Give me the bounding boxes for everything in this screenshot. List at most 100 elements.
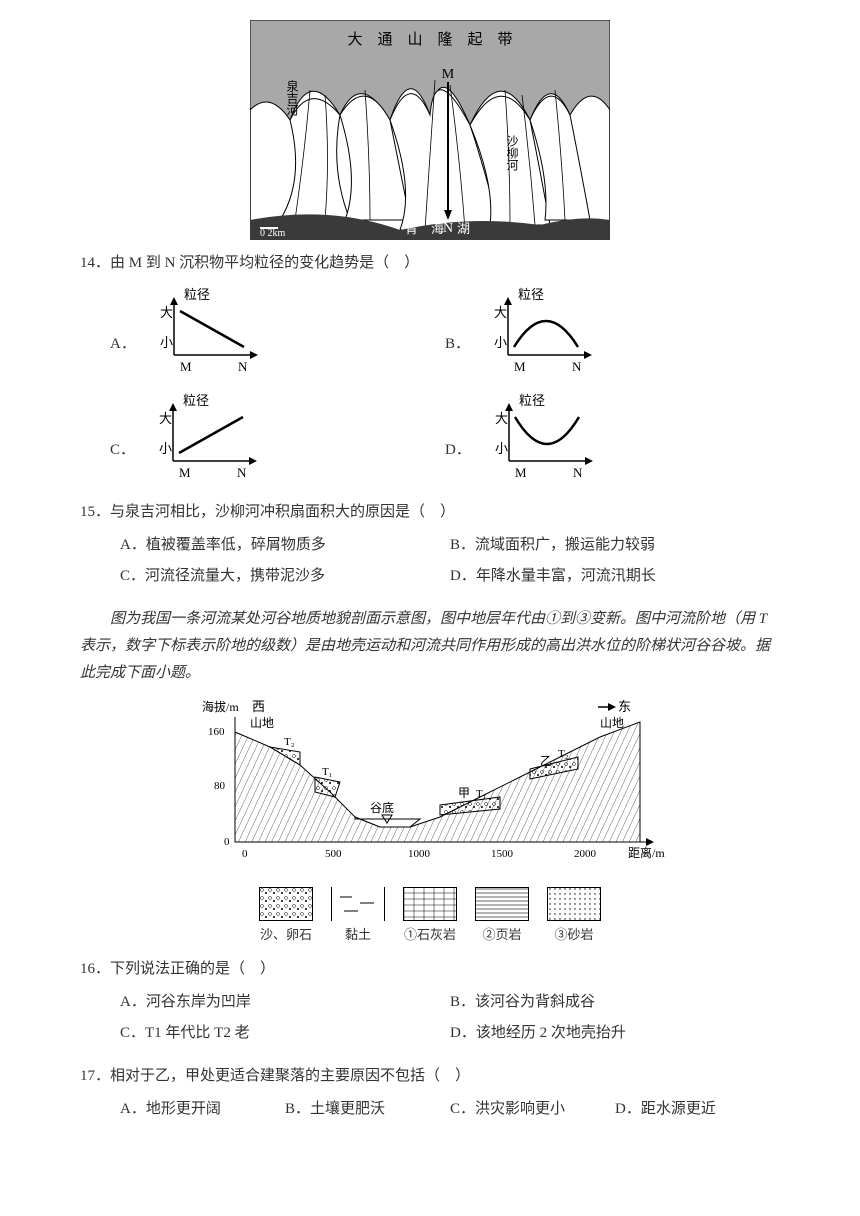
svg-text:T₂: T₂ — [558, 748, 569, 760]
svg-text:160: 160 — [208, 726, 225, 738]
q14-choices-row1: A． 粒径 大 小 M N B． 粒径 大 小 M N — [80, 287, 780, 377]
q14-choice-c[interactable]: C． 粒径 大 小 M N — [110, 393, 445, 483]
chart-b-icon: 粒径 大 小 M N — [480, 287, 600, 377]
q16-choice-b[interactable]: B．该河谷为背斜成谷 — [450, 989, 780, 1016]
svg-text:1500: 1500 — [491, 848, 514, 860]
svg-text:乙: 乙 — [540, 754, 552, 768]
legend-item: 沙、卵石 — [259, 887, 313, 946]
passage-2: 图为我国一条河流某处河谷地质地貌剖面示意图，图中地层年代由①到③变新。图中河流阶… — [80, 606, 780, 687]
svg-text:大: 大 — [160, 305, 173, 320]
legend-item: ②页岩 — [475, 887, 529, 946]
svg-text:N: N — [573, 465, 583, 480]
svg-text:小: 小 — [159, 441, 172, 456]
svg-text:T₁: T₁ — [476, 788, 487, 800]
svg-text:T₁: T₁ — [322, 766, 333, 778]
svg-text:T₂: T₂ — [284, 736, 295, 748]
q16-num: 16． — [80, 961, 110, 977]
q17-choice-b[interactable]: B．土壤更肥沃 — [285, 1096, 450, 1123]
q15-choice-d[interactable]: D．年降水量丰富，河流汛期长 — [450, 563, 780, 590]
svg-text:M: M — [179, 465, 191, 480]
lake-label: 青 海 湖 — [405, 221, 470, 236]
svg-text:M: M — [180, 359, 192, 374]
scale-label: 0 2km — [260, 228, 286, 239]
alluvial-fan-map: 大 通 山 隆 起 带 青 海 湖 M N 泉吉河 沙柳河 0 2km — [250, 20, 610, 240]
point-n: N — [443, 221, 453, 236]
svg-text:山地: 山地 — [250, 716, 274, 730]
svg-text:粒径: 粒径 — [519, 393, 545, 408]
legend-item: ①石灰岩 — [403, 887, 457, 946]
q16-choices: A．河谷东岸为凹岸 B．该河谷为背斜成谷 C．T1 年代比 T2 老 D．该地经… — [80, 989, 780, 1051]
legend-item: 黏土 — [331, 887, 385, 946]
svg-text:M: M — [515, 465, 527, 480]
svg-text:小: 小 — [495, 441, 508, 456]
q17-choice-d[interactable]: D．距水源更近 — [615, 1096, 780, 1123]
svg-text:N: N — [237, 465, 247, 480]
legend-label: ②页岩 — [475, 923, 529, 946]
legend-label: 黏土 — [331, 923, 385, 946]
question-17: 17．相对于乙，甲处更适合建聚落的主要原因不包括（ ） — [80, 1063, 780, 1090]
river-left-label: 泉吉河 — [285, 80, 299, 116]
q14-text: 由 M 到 N 沉积物平均粒径的变化趋势是（ ） — [110, 255, 419, 271]
q17-choices: A．地形更开阔 B．土壤更肥沃 C．洪灾影响更小 D．距水源更近 — [80, 1096, 780, 1123]
q16-choice-c[interactable]: C．T1 年代比 T2 老 — [120, 1020, 450, 1047]
svg-text:小: 小 — [494, 335, 507, 350]
svg-text:大: 大 — [159, 411, 172, 426]
q17-text: 相对于乙，甲处更适合建聚落的主要原因不包括（ ） — [110, 1068, 470, 1084]
valley-cross-section: 海拔/m 西 东 山地 山地 160 80 0 0 500 1000 1500 … — [180, 697, 680, 877]
q15-choice-c[interactable]: C．河流径流量大，携带泥沙多 — [120, 563, 450, 590]
svg-text:海拔/m: 海拔/m — [202, 699, 239, 714]
q14-choice-b[interactable]: B． 粒径 大 小 M N — [445, 287, 780, 377]
svg-text:500: 500 — [325, 848, 342, 860]
legend-label: 沙、卵石 — [259, 923, 313, 946]
svg-text:山地: 山地 — [600, 716, 624, 730]
svg-text:粒径: 粒径 — [183, 393, 209, 408]
chart-a-icon: 粒径 大 小 M N — [146, 287, 266, 377]
svg-text:大: 大 — [494, 305, 507, 320]
q15-choice-a[interactable]: A．植被覆盖率低，碎屑物质多 — [120, 532, 450, 559]
svg-text:西: 西 — [252, 699, 265, 714]
q17-num: 17． — [80, 1068, 110, 1084]
choice-c-key: C． — [110, 413, 135, 464]
q17-choice-c[interactable]: C．洪灾影响更小 — [450, 1096, 615, 1123]
choice-a-key: A． — [110, 307, 136, 358]
q14-num: 14． — [80, 255, 110, 271]
q14-choice-a[interactable]: A． 粒径 大 小 M N — [110, 287, 445, 377]
legend-label: ①石灰岩 — [403, 923, 457, 946]
q16-choice-a[interactable]: A．河谷东岸为凹岸 — [120, 989, 450, 1016]
river-right-label: 沙柳河 — [505, 135, 519, 171]
q15-text: 与泉吉河相比，沙柳河冲积扇面积大的原因是（ ） — [110, 504, 455, 520]
svg-text:N: N — [238, 359, 248, 374]
q14-choices-row2: C． 粒径 大 小 M N D． 粒径 大 小 M N — [80, 393, 780, 483]
q16-text: 下列说法正确的是（ ） — [110, 961, 275, 977]
svg-text:2000: 2000 — [574, 848, 597, 860]
question-16: 16．下列说法正确的是（ ） — [80, 956, 780, 983]
svg-text:80: 80 — [214, 780, 226, 792]
point-m: M — [442, 67, 455, 82]
choice-b-key: B． — [445, 307, 470, 358]
svg-text:粒径: 粒径 — [518, 287, 544, 302]
svg-text:0: 0 — [242, 848, 248, 860]
legend: 沙、卵石 黏土 ①石灰岩 ②页岩 ③砂岩 — [80, 887, 780, 946]
svg-text:M: M — [514, 359, 526, 374]
q15-choice-b[interactable]: B．流域面积广，搬运能力较弱 — [450, 532, 780, 559]
svg-text:距离/m: 距离/m — [628, 845, 665, 860]
svg-text:0: 0 — [224, 836, 230, 848]
svg-text:粒径: 粒径 — [184, 287, 210, 302]
question-14: 14．由 M 到 N 沉积物平均粒径的变化趋势是（ ） — [80, 250, 780, 277]
svg-text:东: 东 — [618, 699, 631, 714]
chart-c-icon: 粒径 大 小 M N — [145, 393, 265, 483]
svg-text:N: N — [572, 359, 582, 374]
svg-text:大: 大 — [495, 411, 508, 426]
question-15: 15．与泉吉河相比，沙柳河冲积扇面积大的原因是（ ） — [80, 499, 780, 526]
q17-choice-a[interactable]: A．地形更开阔 — [120, 1096, 285, 1123]
choice-d-key: D． — [445, 413, 471, 464]
legend-label: ③砂岩 — [547, 923, 601, 946]
chart-d-icon: 粒径 大 小 M N — [481, 393, 601, 483]
q16-choice-d[interactable]: D．该地经历 2 次地壳抬升 — [450, 1020, 780, 1047]
legend-item: ③砂岩 — [547, 887, 601, 946]
svg-text:1000: 1000 — [408, 848, 431, 860]
q14-choice-d[interactable]: D． 粒径 大 小 M N — [445, 393, 780, 483]
q15-choices: A．植被覆盖率低，碎屑物质多 B．流域面积广，搬运能力较弱 C．河流径流量大，携… — [80, 532, 780, 594]
q15-num: 15． — [80, 504, 110, 520]
svg-text:甲: 甲 — [458, 786, 470, 800]
